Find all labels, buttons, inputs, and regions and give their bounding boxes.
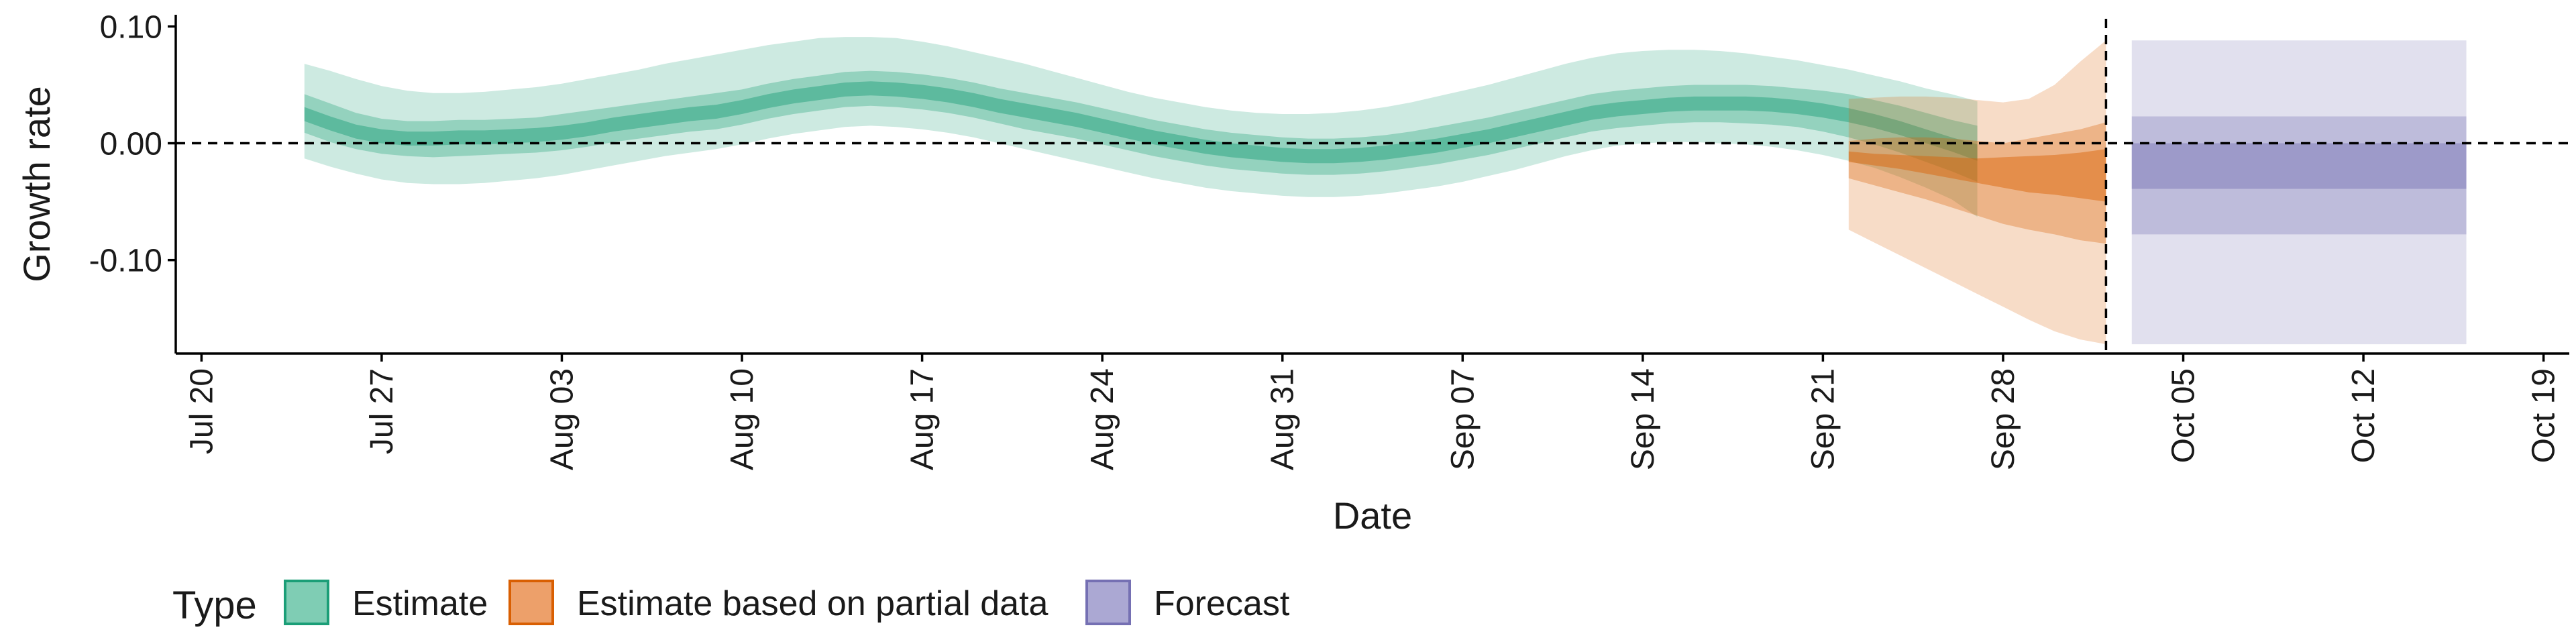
legend-item: Estimate xyxy=(284,580,488,625)
series-estimate-based-on-partial-data xyxy=(1848,40,2106,345)
x-tick-label: Sep 07 xyxy=(1445,368,1481,470)
legend-swatch xyxy=(284,580,329,625)
x-tick-label: Jul 20 xyxy=(184,368,219,454)
x-tick-label: Jul 27 xyxy=(364,368,400,454)
x-tick-label: Aug 31 xyxy=(1265,368,1301,470)
legend-label: Estimate based on partial data xyxy=(577,584,1049,623)
x-tick-label: Aug 17 xyxy=(905,368,941,470)
ribbon-50pct xyxy=(1848,122,2106,244)
x-tick-label: Oct 12 xyxy=(2346,368,2381,463)
axes: 0.10 0.00 -0.10 Jul 20 Jul 27 Aug 03 Aug 10 Aug… xyxy=(15,9,2569,537)
x-tick-label: Aug 03 xyxy=(544,368,580,470)
ribbon-layer xyxy=(304,37,2467,345)
ribbon-90pct xyxy=(2131,40,2467,345)
ribbon-50pct xyxy=(304,70,1978,182)
legend-label: Estimate xyxy=(352,584,488,623)
ribbon-50pct xyxy=(2131,116,2467,235)
y-tick-label: -0.10 xyxy=(89,244,162,279)
ribbon-20pct xyxy=(2131,143,2467,189)
series-estimate xyxy=(304,37,1978,217)
legend-item: Estimate based on partial data xyxy=(508,580,1049,625)
x-axis-title: Date xyxy=(1333,494,1412,537)
ribbon-90pct xyxy=(1848,40,2106,345)
x-tick-label: Aug 24 xyxy=(1085,368,1120,470)
y-axis-title: Growth rate xyxy=(15,86,58,282)
legend-swatch xyxy=(508,580,554,625)
legend-label: Forecast xyxy=(1154,584,1290,623)
x-tick-label: Oct 19 xyxy=(2526,368,2562,463)
ribbon-20pct xyxy=(1848,149,2106,202)
x-tick-label: Sep 28 xyxy=(1986,368,2021,470)
x-tick-label: Sep 14 xyxy=(1625,368,1661,470)
x-tick-label: Aug 10 xyxy=(724,368,760,470)
legend-title: Type xyxy=(172,584,257,627)
ribbon-20pct xyxy=(304,81,1978,164)
series-forecast xyxy=(2131,40,2467,345)
legend-item: Forecast xyxy=(1085,580,1290,625)
y-tick-label: 0.10 xyxy=(100,9,162,45)
y-tick-label: 0.00 xyxy=(100,127,162,162)
legend-swatch xyxy=(1085,580,1131,625)
x-tick-label: Oct 05 xyxy=(2166,368,2202,463)
reference-lines xyxy=(176,19,2569,354)
ribbon-90pct xyxy=(304,37,1978,217)
legend: Type Estimate Estimate based on partial da… xyxy=(172,580,1290,627)
x-tick-label: Sep 21 xyxy=(1805,368,1841,470)
